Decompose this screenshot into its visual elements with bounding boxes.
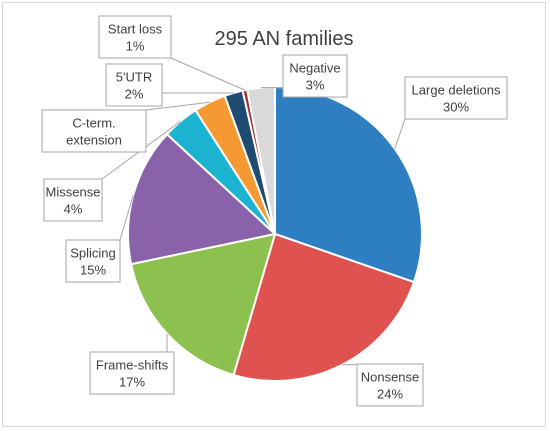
pie-callouts: Large deletions 30% Nonsense 24% Frame-shift… [41, 15, 508, 407]
data-label-nonsense: Nonsense 24% [361, 370, 420, 402]
callout-box-large-deletions [404, 76, 508, 120]
leader-line-splicing [119, 194, 134, 241]
data-label-c-term-extension: C-term. extension [66, 116, 122, 148]
callout-box-start-loss [98, 15, 172, 59]
leader-line-start-loss [170, 57, 246, 91]
callout-box-c-term-extension [41, 109, 147, 153]
data-label-start-loss: Start loss 1% [108, 22, 163, 54]
data-label-negative: Negative 3% [289, 61, 340, 93]
data-label-frame-shifts: Frame-shifts 17% [96, 358, 169, 390]
callout-box-missense [43, 178, 103, 222]
pie-slice-nonsense [232, 232, 416, 382]
leader-line-large-deletions [394, 118, 406, 149]
leader-line-c-term-extension [145, 101, 210, 111]
callout-box-nonsense [356, 363, 424, 407]
data-label-5-utr: 5'UTR 2% [116, 70, 152, 102]
chart-title: 295 AN families [215, 28, 354, 50]
pie-slices [127, 85, 423, 382]
data-label-large-deletions: Large deletions 30% [412, 83, 501, 115]
callout-box-5-utr [105, 63, 163, 107]
callout-box-negative [282, 54, 348, 98]
data-label-splicing: Splicing 15% [70, 246, 116, 278]
callout-box-splicing [65, 239, 121, 283]
data-label-missense: Missense 4% [46, 185, 101, 217]
pie-slice-frame-shifts [129, 232, 277, 377]
callout-box-frame-shifts [89, 351, 175, 395]
pie-slice-negative [246, 85, 276, 235]
